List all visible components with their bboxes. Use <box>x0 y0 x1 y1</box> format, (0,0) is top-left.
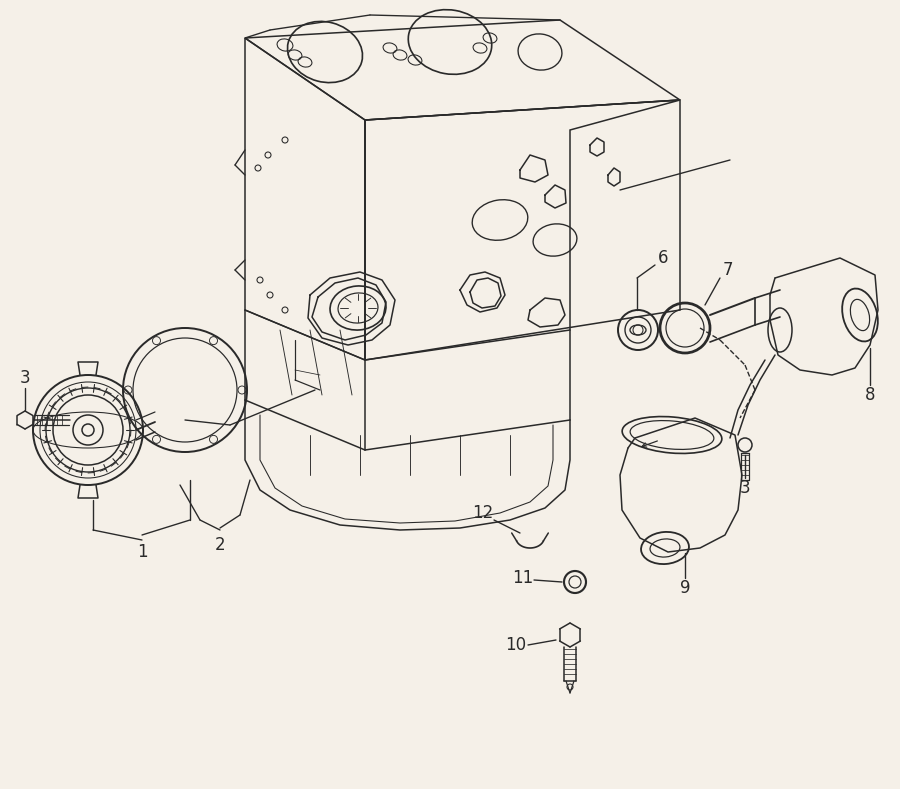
Text: 2: 2 <box>215 536 225 554</box>
Text: 6: 6 <box>658 249 668 267</box>
Text: 8: 8 <box>865 386 875 404</box>
Text: 1: 1 <box>137 543 148 561</box>
Text: 3: 3 <box>740 479 751 497</box>
Text: 10: 10 <box>506 636 526 654</box>
Text: 3: 3 <box>20 369 31 387</box>
Text: 7: 7 <box>723 261 734 279</box>
Text: 11: 11 <box>512 569 534 587</box>
Text: 9: 9 <box>680 579 690 597</box>
Text: 12: 12 <box>472 504 493 522</box>
